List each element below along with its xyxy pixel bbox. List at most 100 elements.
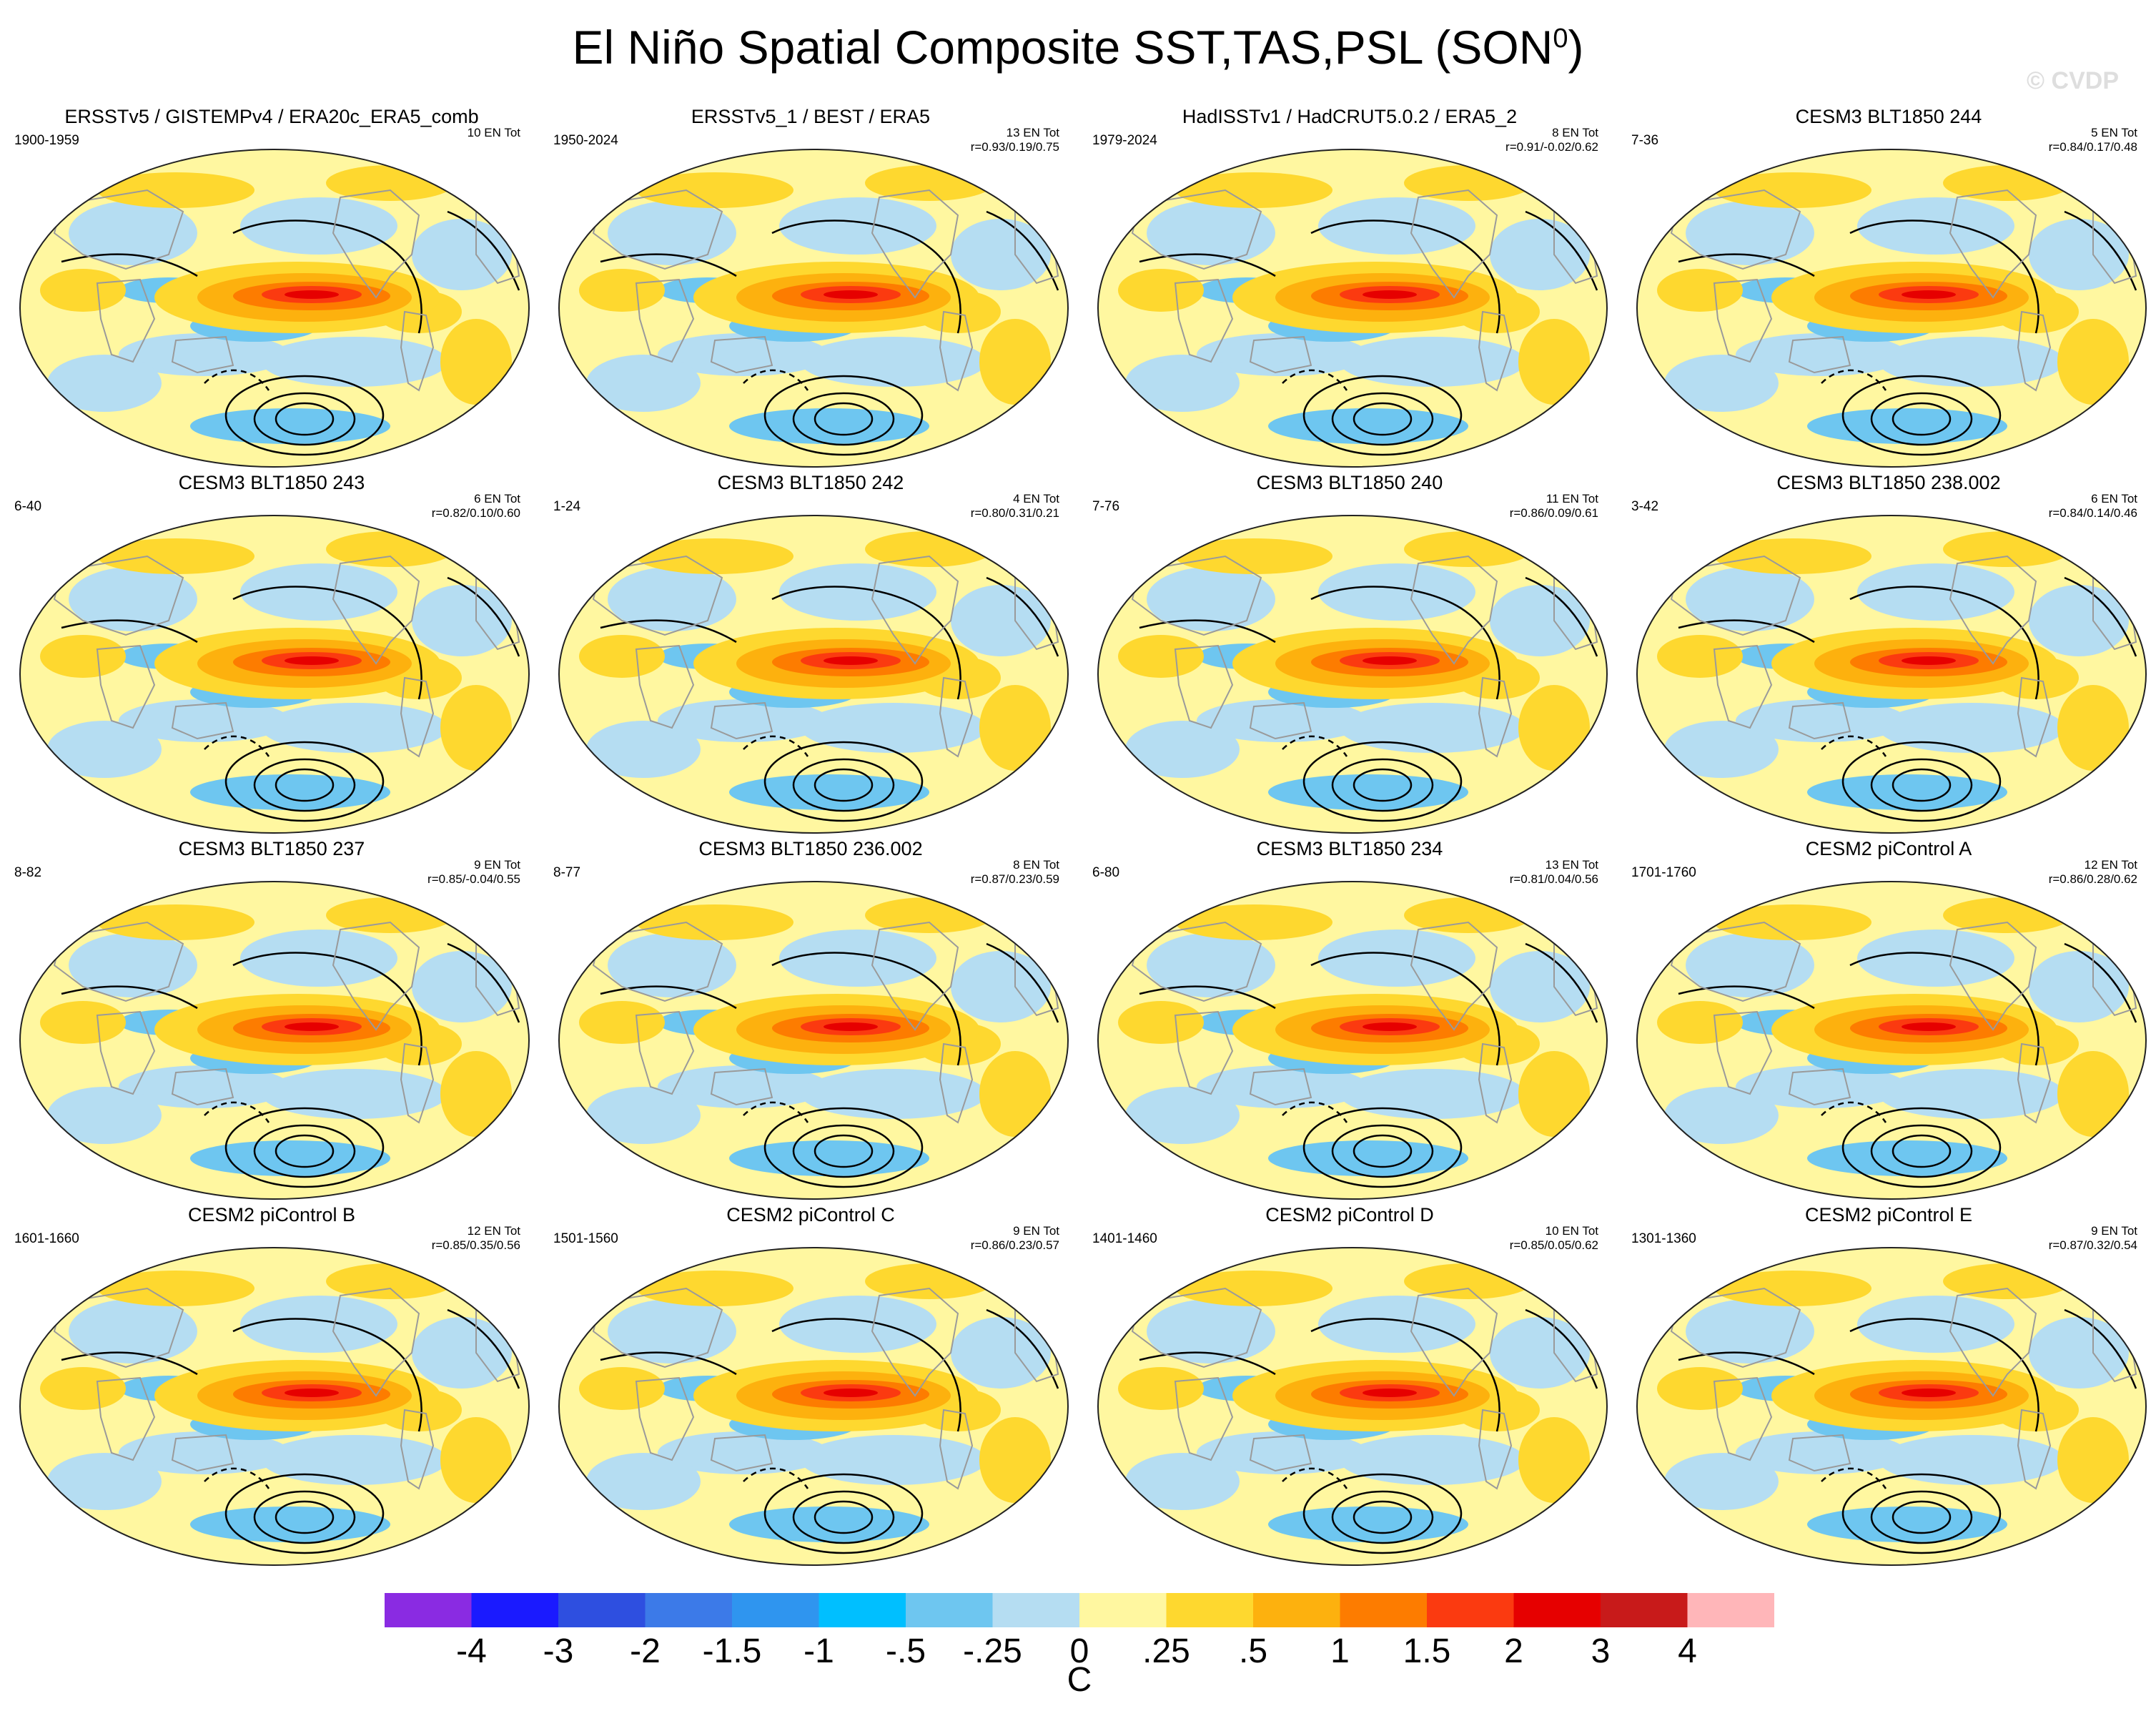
panel-years: 3-42 — [1631, 499, 1659, 514]
panel-event-stats: 13 EN Tot r=0.93/0.19/0.75 — [971, 126, 1059, 154]
panel-title: CESM3 BLT1850 236.002 — [698, 838, 923, 859]
panel-title: CESM3 BLT1850 242 — [717, 472, 904, 493]
colorbar-tick-label: -1.5 — [702, 1632, 762, 1670]
panel-years: 1979-2024 — [1092, 133, 1157, 148]
panel-event-stats: 12 EN Tot r=0.85/0.35/0.56 — [432, 1224, 520, 1253]
colorbar-tick-label: 2 — [1504, 1632, 1523, 1670]
map-panel: CESM3 BLT1850 238.002 3-42 6 EN Tot r=0.84/… — [1624, 472, 2153, 844]
robinson-map — [1097, 515, 1608, 834]
panel-event-count: 12 EN Tot — [2084, 858, 2137, 872]
panel-pattern-correlation: r=0.84/0.14/0.46 — [2048, 506, 2137, 520]
panel-pattern-correlation: r=0.93/0.19/0.75 — [970, 140, 1059, 154]
panel-event-stats: 9 EN Tot r=0.87/0.32/0.54 — [2049, 1224, 2137, 1253]
robinson-map — [19, 149, 530, 468]
panel-title: ERSSTv5_1 / BEST / ERA5 — [691, 106, 931, 127]
panel-pattern-correlation: r=0.86/0.09/0.61 — [1509, 506, 1598, 520]
map-panel: CESM2 piControl D 1401-1460 10 EN Tot r=0.8… — [1085, 1204, 1614, 1576]
colorbar-swatch — [1079, 1593, 1167, 1627]
panel-pattern-correlation: r=0.86/0.23/0.57 — [970, 1238, 1059, 1252]
panel-event-count: 13 EN Tot — [1006, 126, 1059, 139]
robinson-map — [558, 881, 1069, 1200]
panel-pattern-correlation: r=0.84/0.17/0.48 — [2048, 140, 2137, 154]
map-panel: CESM3 BLT1850 243 6-40 6 EN Tot r=0.82/0.10… — [7, 472, 536, 844]
panel-event-count: 9 EN Tot — [474, 858, 520, 872]
panel-event-stats: 13 EN Tot r=0.81/0.04/0.56 — [1510, 858, 1598, 887]
map-panel: ERSSTv5 / GISTEMPv4 / ERA20c_ERA5_comb 19… — [7, 106, 536, 478]
colorbar-swatch — [1687, 1593, 1774, 1627]
colorbar-unit: C — [1067, 1661, 1092, 1699]
panel-event-stats: 9 EN Tot r=0.85/-0.04/0.55 — [427, 858, 520, 887]
panel-event-count: 6 EN Tot — [2091, 492, 2137, 506]
panel-years: 1601-1660 — [14, 1231, 79, 1246]
map-panel: CESM2 piControl A 1701-1760 12 EN Tot r=0.8… — [1624, 838, 2153, 1210]
panel-years: 7-76 — [1092, 499, 1120, 514]
colorbar-swatch — [819, 1593, 906, 1627]
panel-title: CESM3 BLT1850 234 — [1256, 838, 1443, 859]
panel-title: CESM3 BLT1850 244 — [1795, 106, 1982, 127]
panel-event-count: 6 EN Tot — [474, 492, 520, 506]
panel-years: 6-40 — [14, 499, 42, 514]
panel-title: CESM2 piControl A — [1805, 838, 1972, 859]
panel-pattern-correlation: r=0.80/0.31/0.21 — [970, 506, 1059, 520]
panel-years: 8-77 — [553, 865, 581, 880]
map-panel: CESM3 BLT1850 234 6-80 13 EN Tot r=0.81/0.0… — [1085, 838, 1614, 1210]
panel-event-count: 8 EN Tot — [1552, 126, 1598, 139]
map-panel: ERSSTv5_1 / BEST / ERA5 1950-2024 13 EN To… — [546, 106, 1075, 478]
colorbar-swatch — [992, 1593, 1079, 1627]
panel-years: 1701-1760 — [1631, 865, 1696, 880]
colorbar-tick-label: -2 — [630, 1632, 661, 1670]
panel-title: CESM3 BLT1850 238.002 — [1776, 472, 2001, 493]
panel-event-stats: 5 EN Tot r=0.84/0.17/0.48 — [2049, 126, 2137, 154]
colorbar-tick-label: -3 — [543, 1632, 574, 1670]
robinson-map — [558, 149, 1069, 468]
robinson-map — [19, 515, 530, 834]
panel-years: 1900-1959 — [14, 133, 79, 148]
robinson-map — [1636, 1247, 2147, 1566]
colorbar-swatch — [1513, 1593, 1601, 1627]
map-panel: HadISSTv1 / HadCRUT5.0.2 / ERA5_2 1979-20… — [1085, 106, 1614, 478]
colorbar-tick-label: -.25 — [963, 1632, 1022, 1670]
panel-event-count: 10 EN Tot — [1545, 1224, 1598, 1238]
map-panel: CESM2 piControl C 1501-1560 9 EN Tot r=0.86… — [546, 1204, 1075, 1576]
panel-title: CESM2 piControl C — [726, 1204, 895, 1226]
colorbar-swatch — [1166, 1593, 1253, 1627]
panel-pattern-correlation: r=0.91/-0.02/0.62 — [1505, 140, 1598, 154]
robinson-map — [558, 1247, 1069, 1566]
map-panel: CESM3 BLT1850 242 1-24 4 EN Tot r=0.80/0.31… — [546, 472, 1075, 844]
panel-event-count: 11 EN Tot — [1546, 492, 1598, 506]
panel-event-count: 10 EN Tot — [467, 126, 520, 139]
panel-years: 8-82 — [14, 865, 42, 880]
panel-years: 7-36 — [1631, 133, 1659, 148]
panel-event-stats: 10 EN Tot r=0.85/0.05/0.62 — [1510, 1224, 1598, 1253]
colorbar-tick-label: 1.5 — [1403, 1632, 1451, 1670]
colorbar-swatch — [385, 1593, 472, 1627]
panel-title: ERSSTv5 / GISTEMPv4 / ERA20c_ERA5_comb — [64, 106, 479, 127]
colorbar-swatch — [645, 1593, 732, 1627]
colorbar — [385, 1593, 1774, 1627]
panel-event-stats: 11 EN Tot r=0.86/0.09/0.61 — [1510, 492, 1598, 521]
panel-years: 1401-1460 — [1092, 1231, 1157, 1246]
panel-event-stats: 12 EN Tot r=0.86/0.28/0.62 — [2049, 858, 2137, 887]
colorbar-tick-label: -1 — [803, 1632, 834, 1670]
panel-years: 1501-1560 — [553, 1231, 618, 1246]
colorbar-tick-label: 3 — [1591, 1632, 1611, 1670]
panel-years: 6-80 — [1092, 865, 1120, 880]
colorbar-swatch — [1601, 1593, 1688, 1627]
panel-event-stats: 6 EN Tot r=0.82/0.10/0.60 — [432, 492, 520, 521]
colorbar-swatch — [1340, 1593, 1427, 1627]
panel-title: CESM2 piControl E — [1804, 1204, 1973, 1226]
panel-pattern-correlation: r=0.82/0.10/0.60 — [431, 506, 520, 520]
colorbar-swatch — [906, 1593, 993, 1627]
colorbar-swatch — [732, 1593, 819, 1627]
panel-event-count: 5 EN Tot — [2091, 126, 2137, 139]
panel-title: HadISSTv1 / HadCRUT5.0.2 / ERA5_2 — [1182, 106, 1518, 127]
colorbar-swatch — [1253, 1593, 1340, 1627]
panel-pattern-correlation: r=0.87/0.32/0.54 — [2048, 1238, 2137, 1252]
map-panel: CESM3 BLT1850 244 7-36 5 EN Tot r=0.84/0.17… — [1624, 106, 2153, 478]
panel-title: CESM2 piControl B — [187, 1204, 356, 1226]
robinson-map — [1097, 881, 1608, 1200]
figure-title: El Niño Spatial Composite SST,TAS,PSL (S… — [572, 21, 1584, 74]
panel-event-count: 9 EN Tot — [2091, 1224, 2137, 1238]
panel-pattern-correlation: r=0.85/-0.04/0.55 — [427, 872, 520, 886]
map-panel: CESM3 BLT1850 236.002 8-77 8 EN Tot r=0.87/… — [546, 838, 1075, 1210]
